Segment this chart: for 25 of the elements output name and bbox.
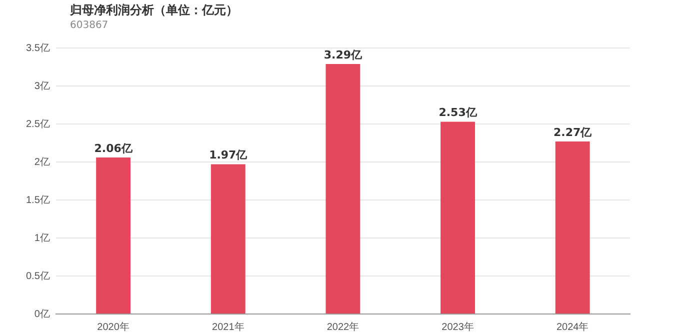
chart-title: 归母净利润分析（单位：亿元） <box>70 2 238 19</box>
y-tick-label: 1.5亿 <box>26 194 50 206</box>
x-tick-label: 2021年 <box>212 320 244 333</box>
bar <box>96 157 131 314</box>
y-tick-label: 2.5亿 <box>26 118 50 130</box>
x-tick-label: 2023年 <box>442 320 474 333</box>
data-label: 1.97亿 <box>209 148 248 162</box>
y-tick-label: 2亿 <box>34 156 50 168</box>
data-label: 2.06亿 <box>94 142 134 155</box>
bar <box>440 122 475 314</box>
chart-subtitle: 603867 <box>70 20 108 31</box>
bar <box>326 64 360 314</box>
x-tick-label: 2022年 <box>326 320 360 333</box>
data-label: 2.27亿 <box>554 126 593 139</box>
y-tick-label: 1亿 <box>34 232 50 244</box>
y-tick-label: 0亿 <box>34 308 50 320</box>
data-label: 3.29亿 <box>324 48 364 62</box>
bar <box>555 141 590 314</box>
data-label: 2.53亿 <box>438 106 478 120</box>
x-tick-label: 2024年 <box>556 320 589 333</box>
y-tick-label: 3亿 <box>34 80 50 92</box>
x-tick-label: 2020年 <box>97 320 130 333</box>
y-tick-label: 3.5亿 <box>26 42 50 54</box>
y-tick-label: 0.5亿 <box>26 270 50 282</box>
bar <box>210 164 246 314</box>
